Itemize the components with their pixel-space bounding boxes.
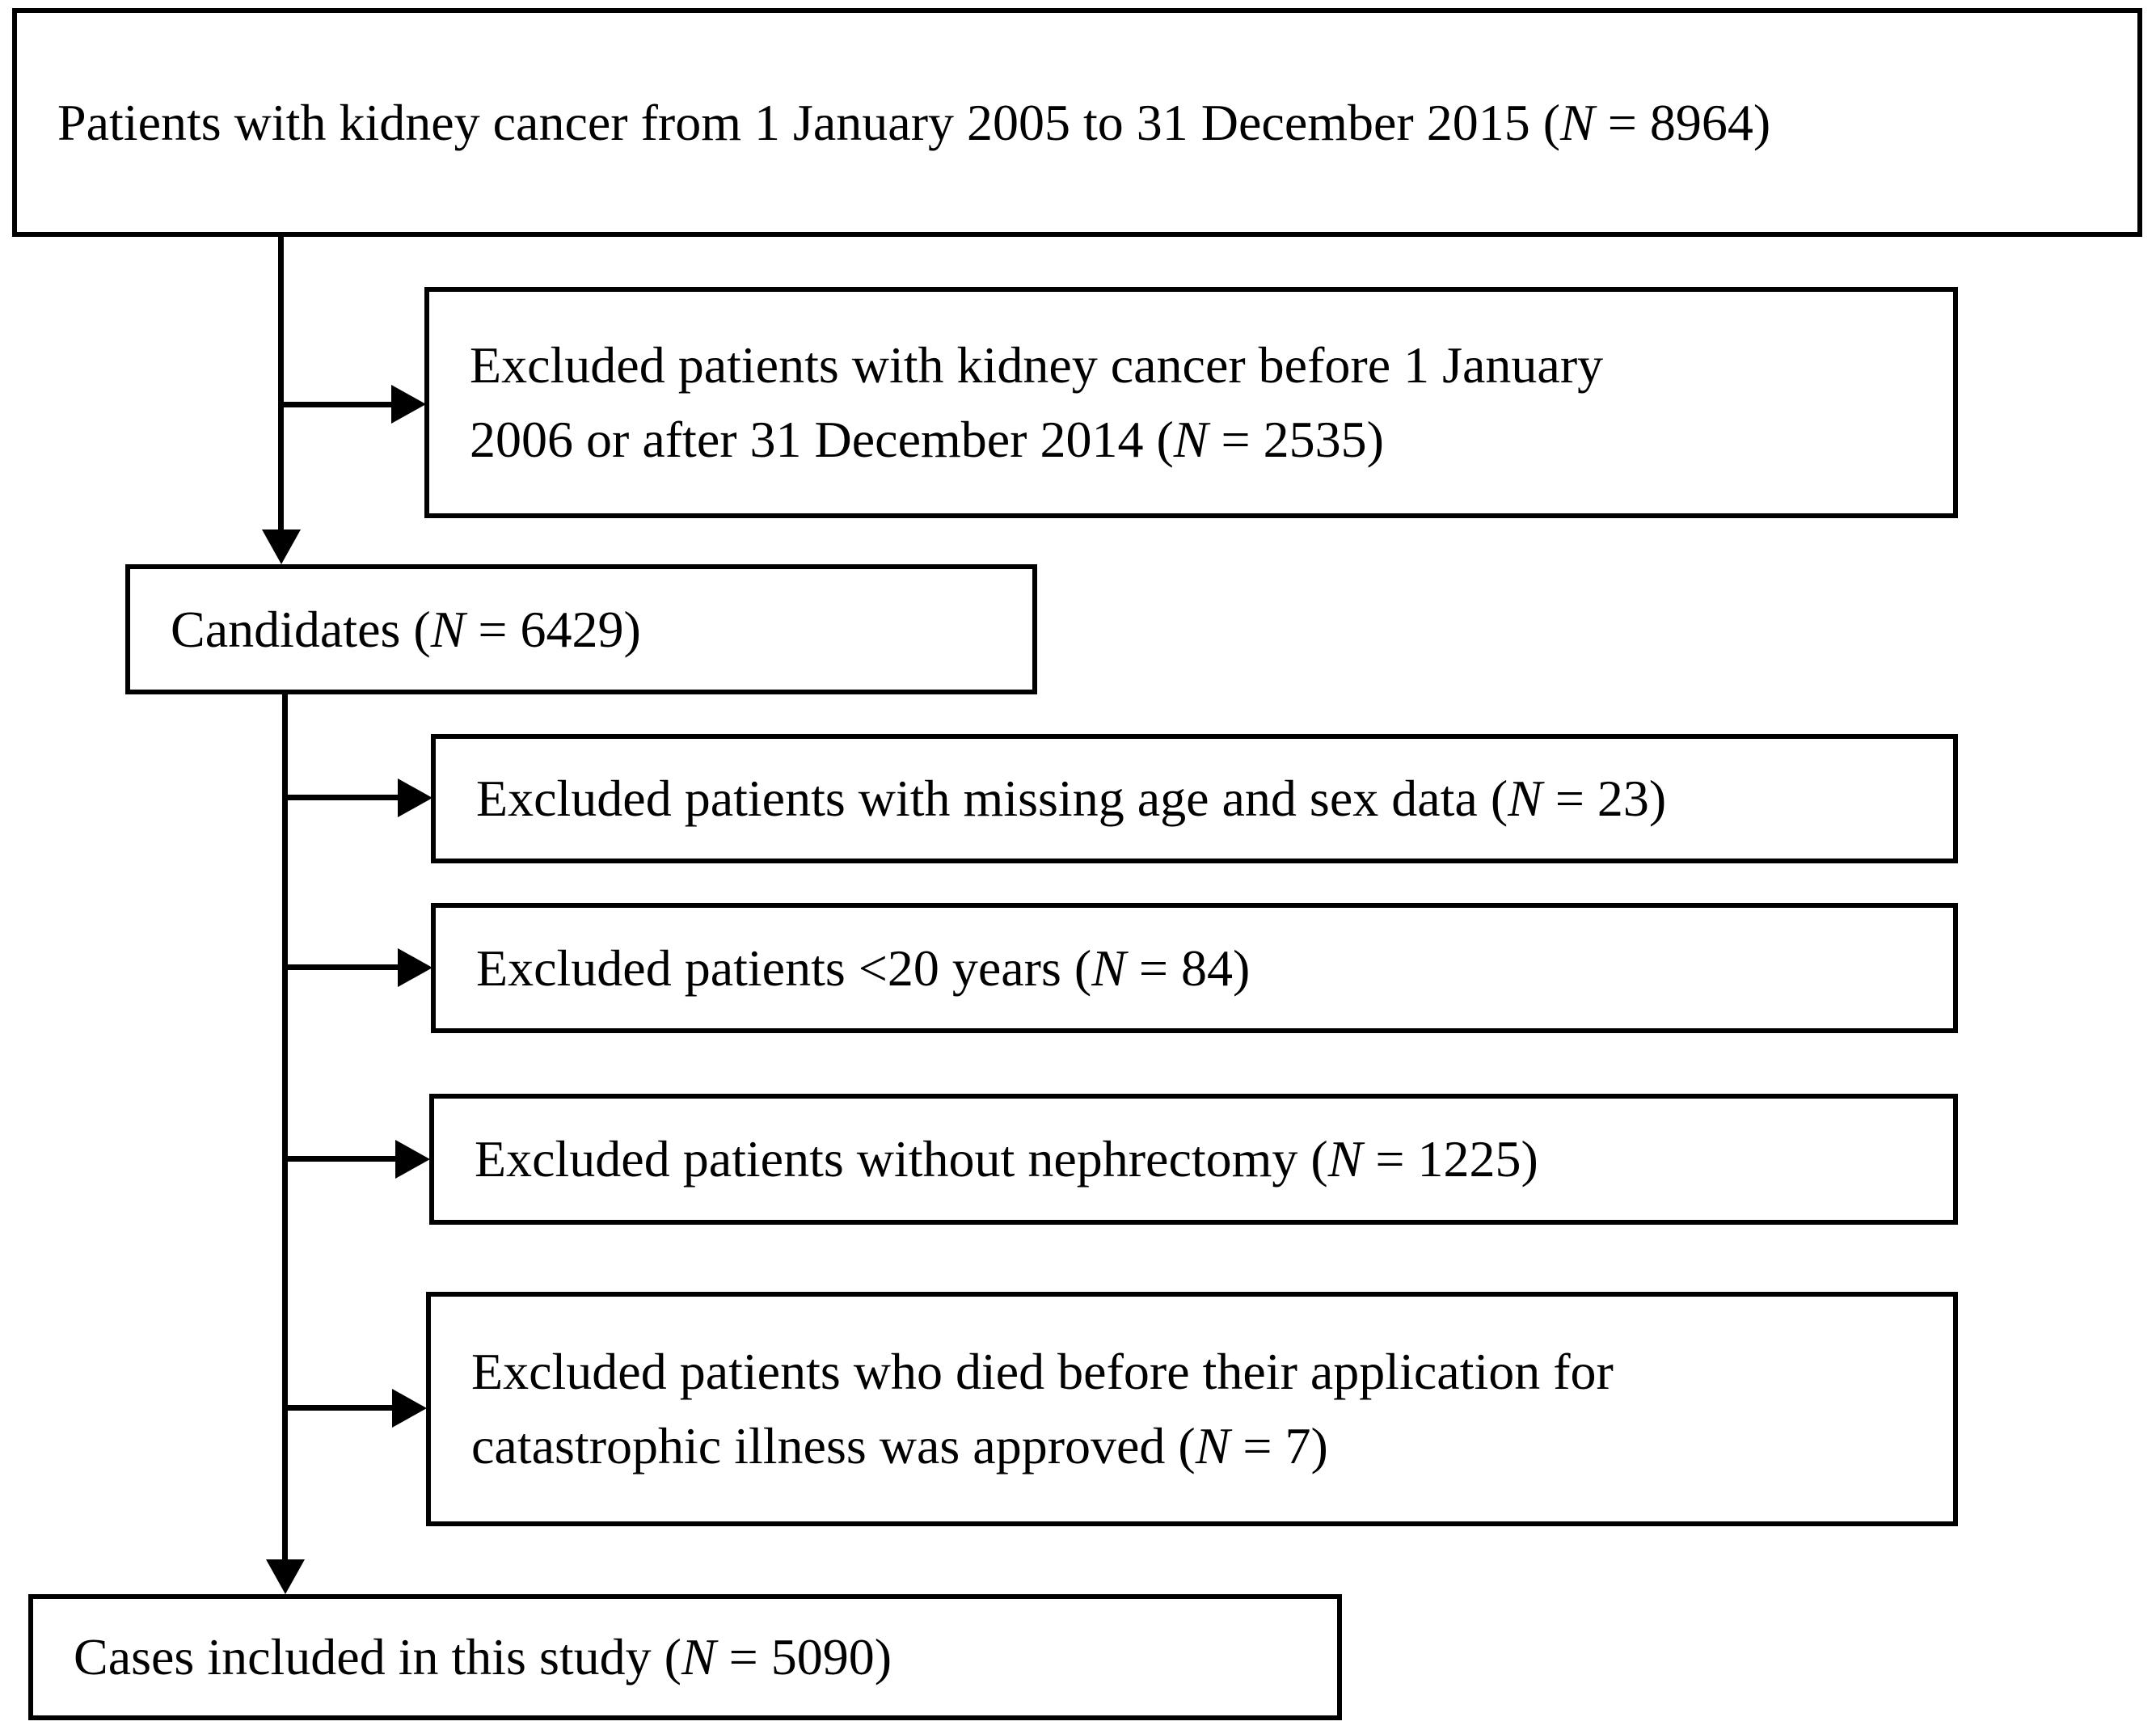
- box-candidates-text: Candidates (N = 6429): [171, 600, 641, 658]
- branch-excluded-no-nephrectomy: [285, 1156, 396, 1162]
- box-excluded-period-line2: 2006 or after 31 December 2014 (N = 2535…: [470, 411, 1384, 468]
- branch-excluded-missing-data: [285, 795, 398, 800]
- n-symbol: N: [1173, 411, 1209, 468]
- branch-excluded-died-before-approval: [285, 1405, 393, 1411]
- box-excluded-died-before-approval-line2: catastrophic illness was approved (N = 7…: [471, 1417, 1328, 1475]
- box-excluded-missing-data: Excluded patients with missing age and s…: [431, 734, 1958, 863]
- n-symbol: N: [1560, 93, 1595, 151]
- box-excluded-died-before-approval-line1: Excluded patients who died before their …: [471, 1343, 1614, 1400]
- box-excluded-under-20-text: Excluded patients <20 years (N = 84): [476, 939, 1251, 997]
- box-final-cases-text: Cases included in this study (N = 5090): [74, 1628, 892, 1685]
- box-excluded-no-nephrectomy-text: Excluded patients without nephrectomy (N…: [475, 1130, 1538, 1188]
- arrowhead-right-excluded-under-20-icon: [398, 948, 432, 987]
- connector-candidates-to-final: [282, 694, 288, 1559]
- branch-excluded-period: [281, 402, 391, 407]
- box-excluded-died-before-approval: Excluded patients who died before their …: [426, 1292, 1958, 1526]
- arrowhead-right-excluded-missing-data-icon: [398, 778, 432, 817]
- arrowhead-right-excluded-no-nephrectomy-icon: [395, 1140, 430, 1179]
- arrowhead-down-final-icon: [266, 1559, 305, 1594]
- n-symbol: N: [430, 600, 466, 658]
- n-symbol: N: [1195, 1417, 1230, 1475]
- box-excluded-no-nephrectomy: Excluded patients without nephrectomy (N…: [429, 1094, 1958, 1225]
- n-symbol: N: [1508, 770, 1542, 827]
- connector-source-to-candidates: [278, 237, 284, 529]
- box-excluded-period: Excluded patients with kidney cancer bef…: [424, 287, 1958, 518]
- box-excluded-missing-data-text: Excluded patients with missing age and s…: [476, 770, 1667, 827]
- arrowhead-down-candidates-icon: [262, 529, 301, 564]
- branch-excluded-under-20: [285, 964, 398, 970]
- n-symbol: N: [681, 1628, 716, 1685]
- box-source-text: Patients with kidney cancer from 1 Janua…: [57, 93, 1771, 151]
- box-final-cases: Cases included in this study (N = 5090): [28, 1594, 1342, 1720]
- arrowhead-right-excluded-period-icon: [391, 385, 426, 424]
- box-source-population: Patients with kidney cancer from 1 Janua…: [12, 8, 2142, 237]
- box-excluded-under-20: Excluded patients <20 years (N = 84): [431, 903, 1958, 1033]
- box-candidates: Candidates (N = 6429): [125, 564, 1037, 694]
- arrowhead-right-excluded-died-before-approval-icon: [392, 1389, 427, 1428]
- box-excluded-period-line1: Excluded patients with kidney cancer bef…: [470, 336, 1604, 394]
- n-symbol: N: [1327, 1130, 1363, 1188]
- n-symbol: N: [1091, 939, 1126, 997]
